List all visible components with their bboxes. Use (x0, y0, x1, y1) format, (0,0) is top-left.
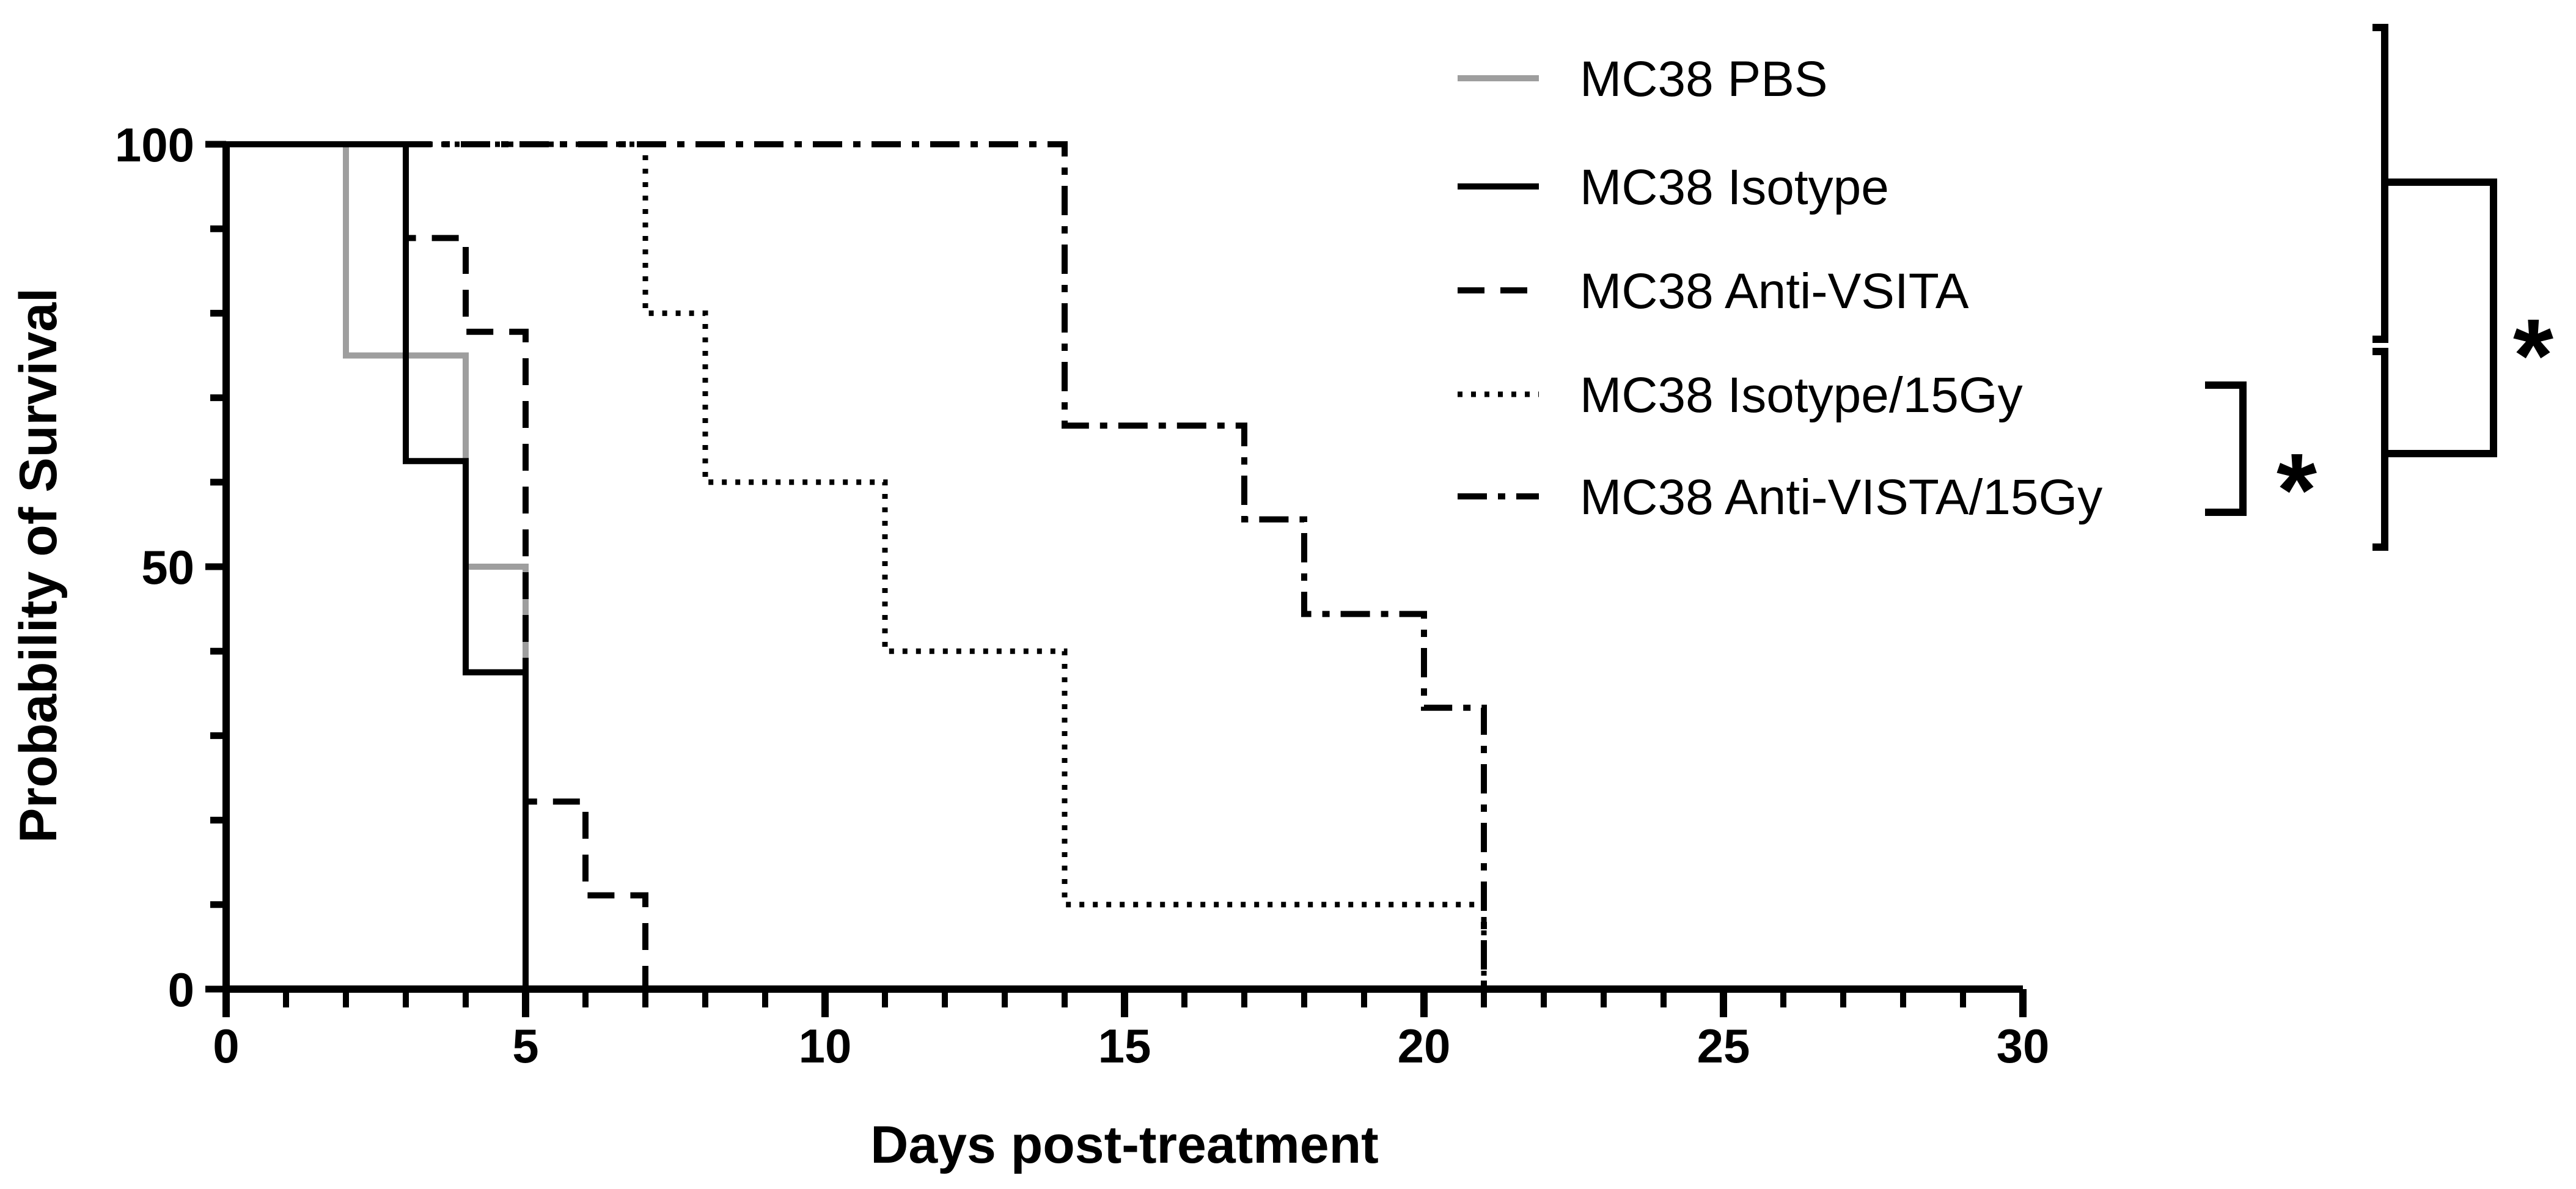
y-tick-label: 50 (141, 540, 194, 594)
significance-bracket-inner (2205, 381, 2247, 516)
significance-star-1: * (2277, 432, 2317, 548)
survival-curves (226, 141, 1487, 989)
series-line-3 (226, 141, 648, 989)
legend-label-2: MC38 Isotype (1580, 160, 1889, 215)
legend-label-4: MC38 Isotype/15Gy (1580, 367, 2023, 423)
x-tick-label: 25 (1697, 1019, 1750, 1073)
significance-brackets: ** (2205, 24, 2553, 551)
legend-label-3: MC38 Anti-VSITA (1580, 263, 1969, 319)
x-tick-label: 5 (512, 1019, 538, 1073)
significance-bracket-upper (2372, 24, 2388, 343)
x-axis-title: Days post-treatment (870, 1116, 1379, 1174)
x-tick-label: 0 (213, 1019, 239, 1073)
legend: MC38 PBS MC38 Isotype MC38 Anti-VSITA MC38 … (1458, 51, 2102, 525)
y-axis-title: Probability of Survival (9, 288, 68, 843)
series-line-5 (226, 141, 1487, 989)
significance-star-2: * (2513, 298, 2553, 414)
axes: 0 5 10 15 20 25 30 0 50 100 Days post-treatment Pro… (9, 118, 2049, 1174)
legend-label-5: MC38 Anti-VISTA/15Gy (1580, 469, 2102, 525)
legend-label-1: MC38 PBS (1580, 51, 1828, 107)
x-tick-label: 20 (1398, 1019, 1451, 1073)
series-line-1 (226, 141, 529, 989)
significance-bracket-outer (2385, 179, 2497, 457)
x-tick-label: 30 (1997, 1019, 2050, 1073)
x-tick-label: 10 (799, 1019, 852, 1073)
y-tick-label: 0 (168, 963, 194, 1017)
x-tick-label: 15 (1098, 1019, 1151, 1073)
significance-bracket-lower (2372, 348, 2388, 551)
y-tick-label: 100 (115, 118, 194, 172)
series-line-4 (226, 141, 1487, 989)
